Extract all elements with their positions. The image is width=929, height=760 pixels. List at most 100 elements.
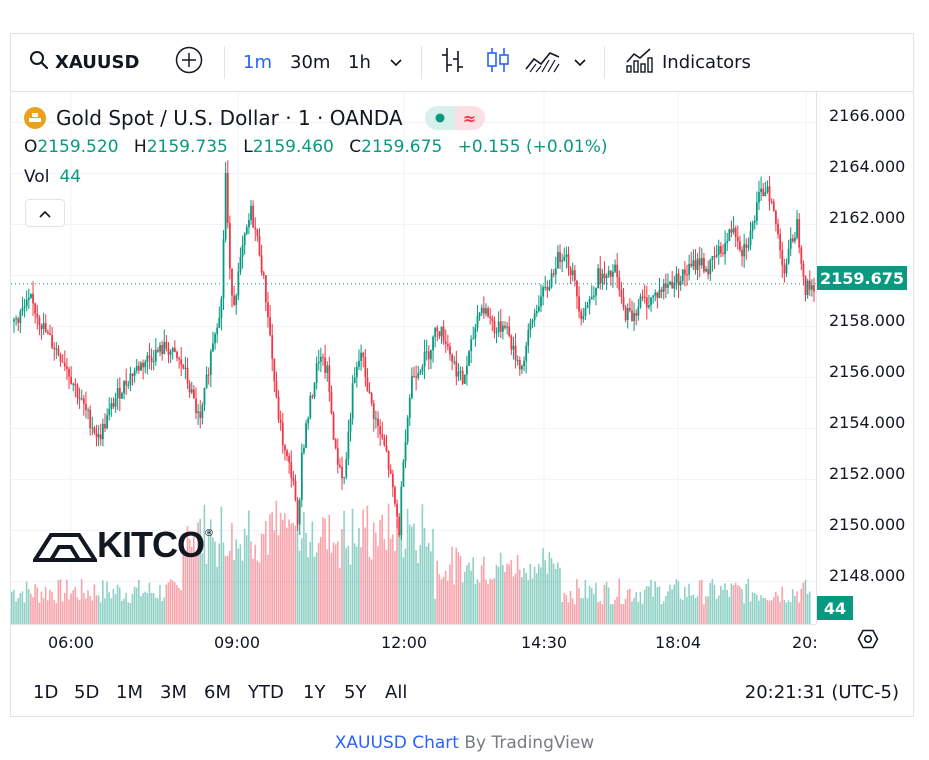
price-chart[interactable]: [11, 92, 816, 624]
volume-bar: [334, 544, 337, 624]
volume-bar: [624, 598, 627, 624]
kitco-logo: KITCO ®: [33, 524, 214, 566]
candle-body: [540, 296, 542, 307]
chart-settings-button[interactable]: [851, 624, 885, 658]
price-axis[interactable]: 2166.000 2164.000 2162.000 2158.000 2156…: [816, 92, 914, 624]
candle-body: [427, 351, 430, 360]
indicators-button[interactable]: Indicators: [624, 34, 751, 91]
candle-body: [239, 256, 242, 272]
timeframe-30m[interactable]: 30m: [290, 52, 331, 73]
time-tick: 09:00: [214, 633, 261, 652]
volume-bar: [328, 514, 331, 624]
volume-bar: [521, 577, 523, 624]
range-ytd[interactable]: YTD: [248, 681, 284, 703]
search-icon: [29, 50, 49, 75]
market-status-badge[interactable]: ≈: [424, 106, 485, 130]
volume-bar: [544, 560, 546, 624]
candle-body: [78, 397, 81, 400]
volume-bar: [506, 563, 508, 624]
volume-bar: [421, 504, 424, 624]
candle-body: [542, 287, 545, 297]
range-5d[interactable]: 5D: [74, 681, 100, 703]
volume-bar: [292, 522, 295, 624]
compare-button[interactable]: [174, 34, 204, 91]
range-all[interactable]: All: [385, 681, 408, 703]
volume-bar: [686, 596, 688, 624]
volume-bar: [188, 538, 191, 624]
bars-style-button[interactable]: [439, 34, 467, 91]
chart-style-dropdown[interactable]: [573, 34, 587, 91]
volume-bar: [523, 567, 525, 624]
volume-bar: [694, 598, 697, 624]
volume-bar: [161, 601, 163, 624]
volume-bar: [389, 538, 392, 624]
delayed-data-icon: ≈: [454, 106, 485, 130]
candle-body: [157, 349, 159, 352]
candle-body: [61, 361, 64, 363]
candle-body: [476, 316, 479, 328]
volume-bar: [480, 565, 483, 624]
volume-bar: [114, 594, 117, 624]
candle-body: [309, 395, 312, 419]
volume-bar: [144, 591, 146, 624]
volume-bar: [569, 590, 572, 624]
volume-bar: [275, 500, 278, 624]
candle-body: [582, 315, 585, 320]
symbol-search[interactable]: XAUUSD: [29, 34, 139, 91]
timeframe-1m[interactable]: 1m: [243, 52, 272, 73]
volume-bar: [639, 591, 642, 624]
timeframe-dropdown[interactable]: [389, 34, 403, 91]
volume-bar: [165, 584, 168, 624]
volume-bar: [527, 580, 530, 624]
chart-link[interactable]: XAUUSD Chart: [334, 733, 459, 753]
volume-bar: [554, 568, 557, 624]
range-1d[interactable]: 1D: [33, 681, 59, 703]
range-5y[interactable]: 5Y: [344, 681, 367, 703]
candle-body: [203, 387, 206, 406]
volume-bar: [66, 579, 68, 624]
candle-body: [808, 280, 811, 290]
timeframe-1h[interactable]: 1h: [348, 52, 371, 73]
volume-bar: [470, 570, 472, 624]
candle-body: [719, 246, 722, 254]
volume-bar: [368, 556, 371, 624]
candle-body: [645, 297, 648, 308]
candle-body: [550, 273, 553, 287]
candle-body: [690, 263, 693, 267]
range-6m[interactable]: 6M: [204, 681, 231, 703]
volume-bar: [719, 586, 722, 624]
candle-body: [703, 258, 705, 272]
volume-bar: [565, 594, 568, 624]
volume-bar: [309, 541, 312, 624]
chart-legend: Gold Spot / U.S. Dollar · 1 · OANDA ≈: [24, 104, 485, 132]
volume-bar: [766, 600, 769, 624]
volume-bar: [406, 508, 409, 624]
range-1m[interactable]: 1M: [116, 681, 143, 703]
volume-bar: [478, 582, 481, 624]
volume-bar: [652, 596, 654, 624]
volume-bar: [294, 525, 297, 624]
area-style-button[interactable]: [524, 34, 562, 91]
candle-body: [802, 263, 805, 277]
candle-body: [614, 264, 616, 272]
volume-bar: [402, 557, 405, 624]
volume-bar: [455, 547, 458, 624]
collapse-legend-button[interactable]: [25, 199, 65, 227]
candle-body: [425, 351, 428, 353]
time-axis[interactable]: 06:00 09:00 12:00 14:30 18:04 20:: [11, 624, 818, 659]
candle-body: [59, 354, 62, 362]
candle-body: [451, 354, 453, 362]
volume-bar: [25, 581, 28, 624]
timezone-clock[interactable]: 20:21:31 (UTC-5): [744, 681, 899, 703]
range-1y[interactable]: 1Y: [303, 681, 326, 703]
chevron-down-icon: [573, 52, 587, 73]
volume-bar: [692, 594, 695, 624]
candle-body: [328, 365, 331, 392]
volume-bar: [667, 591, 669, 624]
candle-body: [364, 357, 367, 378]
volume-bar: [677, 581, 680, 624]
range-3m[interactable]: 3M: [160, 681, 187, 703]
candle-body: [106, 415, 109, 429]
candles-style-button[interactable]: [484, 34, 512, 91]
candle-body: [375, 418, 377, 420]
